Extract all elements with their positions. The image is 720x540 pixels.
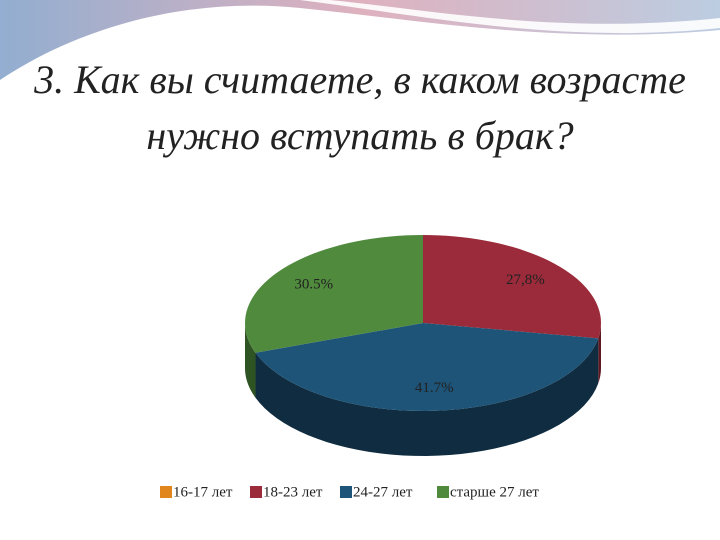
decoration: [300, 0, 720, 34]
data-label: 27,8%: [506, 272, 545, 288]
title: 3. Как вы считаете, в каком возрасте нуж…: [34, 57, 686, 158]
legend-swatch: [160, 486, 172, 498]
slice: [423, 235, 601, 339]
slice-side: [598, 323, 601, 384]
legend-swatch: [340, 486, 352, 498]
slice-side: [245, 323, 256, 398]
slice-side: [255, 338, 599, 456]
decoration: [0, 0, 720, 80]
legend-label: старше 27 лет: [450, 484, 539, 500]
legend-label: 16-17 лет: [173, 484, 233, 500]
data-label: 30.5%: [294, 276, 333, 292]
data-label: 41.7%: [415, 380, 454, 396]
slice: [245, 235, 423, 353]
legend-swatch: [437, 486, 449, 498]
legend-label: 18-23 лет: [263, 484, 323, 500]
legend-swatch: [250, 486, 262, 498]
slice: [255, 323, 599, 411]
legend-label: 24-27 лет: [353, 484, 413, 500]
